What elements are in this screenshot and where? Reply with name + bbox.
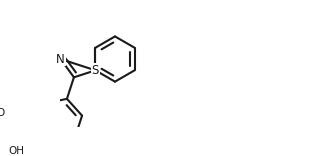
Text: S: S [92, 64, 99, 77]
Text: O: O [0, 108, 5, 118]
Text: OH: OH [9, 146, 25, 156]
Text: N: N [56, 53, 65, 66]
